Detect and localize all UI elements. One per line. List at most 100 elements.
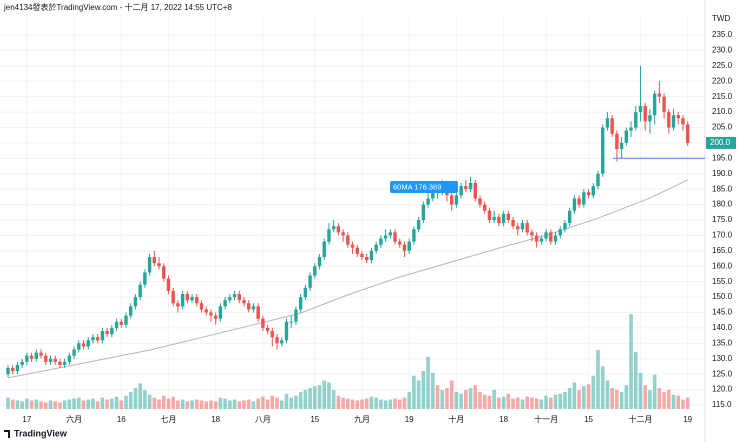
volume-bar	[213, 401, 218, 409]
candle-body	[176, 303, 180, 307]
candle-body	[657, 93, 662, 97]
y-tick-label: 190.0	[712, 169, 733, 178]
candle-body	[303, 287, 308, 298]
x-tick-label: 19	[405, 415, 414, 424]
x-tick-label: 七月	[160, 415, 176, 424]
candle-body	[67, 355, 72, 362]
candle-body	[662, 96, 666, 113]
candle-body	[265, 327, 270, 331]
candle-body	[544, 232, 548, 239]
volume-bar	[482, 394, 487, 409]
volume-bar	[317, 385, 322, 409]
y-tick-label: 135.0	[712, 338, 733, 347]
candle-body	[237, 294, 241, 301]
candle-body	[468, 183, 473, 190]
volume-bar	[185, 401, 190, 409]
volume-bar	[412, 375, 416, 409]
y-tick-label: 210.0	[712, 107, 733, 116]
volume-bar	[62, 400, 67, 409]
volume-bar	[624, 385, 629, 409]
candle-body	[412, 229, 416, 242]
y-tick-label: 180.0	[712, 200, 733, 209]
candle-body	[596, 173, 600, 187]
volume-bar	[610, 388, 614, 409]
volume-bar	[478, 391, 482, 409]
volume-bar	[81, 400, 86, 409]
volume-bar	[242, 400, 246, 409]
volume-bar	[671, 394, 676, 409]
volume-bar	[143, 390, 147, 409]
volume-bar	[355, 400, 360, 409]
candle-body	[506, 213, 511, 220]
candle-body	[383, 235, 388, 239]
candle-body	[72, 349, 76, 356]
volume-bar	[48, 400, 53, 409]
candle-body	[119, 321, 123, 325]
volume-bar	[39, 401, 43, 409]
candle-body	[582, 192, 586, 205]
currency: TWD	[712, 14, 730, 23]
volume-bar	[53, 401, 57, 409]
candle-body	[605, 118, 610, 128]
candle-body	[327, 229, 331, 242]
volume-bar	[464, 390, 468, 409]
volume-bar	[34, 399, 39, 409]
candle-body	[648, 115, 652, 122]
volume-bar	[25, 398, 29, 409]
volume-bar	[685, 397, 690, 409]
x-tick-label: 15	[310, 415, 319, 424]
volume-bar	[303, 390, 308, 409]
volume-bar	[350, 399, 355, 409]
volume-bar	[204, 401, 209, 409]
y-tick-label: 230.0	[712, 46, 733, 55]
volume-bar	[265, 399, 270, 409]
volume-bar	[534, 398, 539, 409]
candle-body	[426, 198, 430, 205]
volume-bar	[152, 397, 157, 409]
volume-bar	[218, 397, 223, 409]
volume-bar	[86, 399, 91, 409]
volume-bar	[506, 393, 511, 409]
candle-body	[39, 352, 43, 356]
volume-bar	[662, 391, 666, 409]
volume-bar	[360, 399, 364, 409]
candle-body	[180, 294, 185, 307]
x-tick-label: 十一月	[534, 414, 558, 424]
volume-bar	[383, 400, 388, 409]
candle-body	[275, 337, 279, 344]
ma-label: 60MA 176.369	[393, 182, 441, 191]
volume-bar	[473, 385, 478, 409]
candle-body	[402, 244, 407, 251]
volume-bar	[629, 314, 633, 409]
volume-bar	[72, 398, 76, 409]
candle-body	[492, 216, 496, 220]
y-tick-label: 235.0	[712, 30, 733, 39]
volume-bar	[251, 401, 256, 409]
candle-body	[195, 297, 199, 304]
volume-bar	[364, 398, 369, 409]
volume-bar	[501, 396, 506, 409]
candle-body	[487, 210, 492, 220]
volume-bar	[10, 399, 15, 409]
last-price-box	[706, 136, 736, 149]
candle-body	[407, 241, 411, 251]
chart-title: jen4134發表於TradingView.com - 十二月 17, 2022…	[3, 2, 232, 12]
volume-bar	[492, 390, 496, 409]
volume-bar	[133, 388, 138, 409]
volume-bar	[449, 380, 454, 409]
candle-body	[223, 300, 227, 307]
volume-bar	[327, 382, 331, 409]
candle-body	[270, 331, 275, 338]
candle-body	[331, 226, 336, 230]
candle-body	[374, 244, 378, 251]
x-tick-label: 六月	[66, 414, 82, 424]
candle-body	[563, 223, 567, 230]
volume-bar	[199, 400, 204, 409]
candle-body	[44, 355, 48, 362]
volume-bar	[544, 395, 548, 409]
y-tick-label: 215.0	[712, 92, 733, 101]
volume-bar	[43, 402, 48, 409]
x-tick-label: 18	[499, 415, 508, 424]
